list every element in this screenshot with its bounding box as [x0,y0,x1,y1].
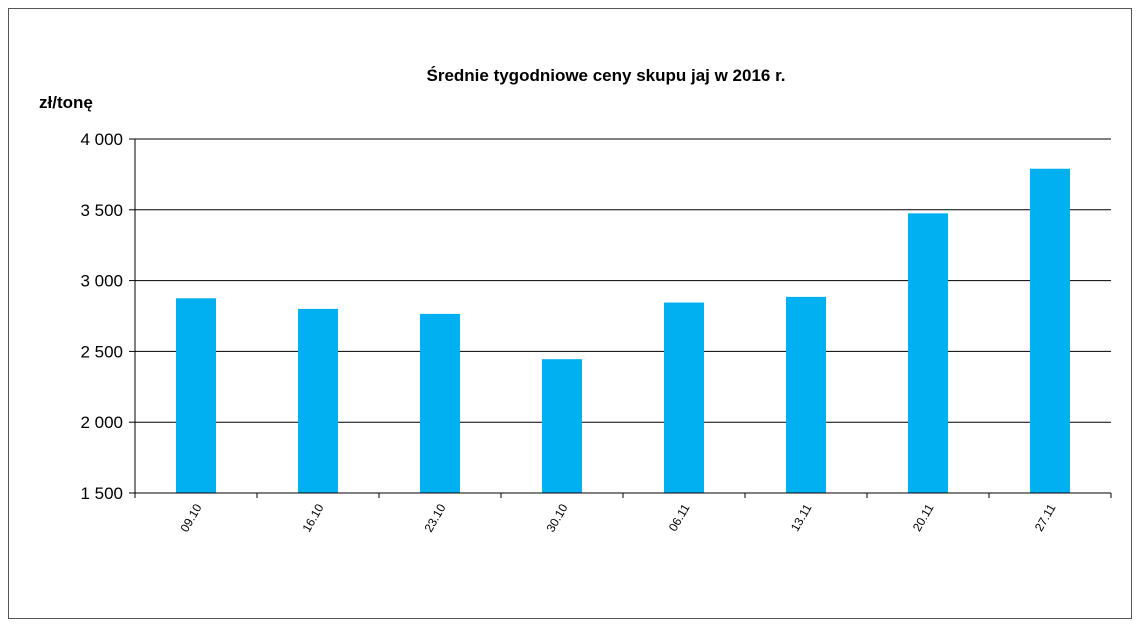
bar [1030,168,1070,493]
bars [176,168,1070,493]
x-tick-label: 30.10 [543,501,570,534]
y-tick-label: 1 500 [80,484,123,503]
bar [298,308,338,493]
y-tick-label: 4 000 [80,130,123,149]
x-tick-labels: 09.10 16.10 23.10 30.10 06.11 13.11 20.11 27.11 [177,501,1058,534]
bar [908,213,948,493]
y-tick-label: 2 000 [80,413,123,432]
x-tick-label: 09.10 [177,501,204,534]
gridlines [135,138,1111,423]
chart-frame: Średnie tygodniowe ceny skupu jaj w 2016… [8,8,1132,619]
bar [420,313,460,493]
bar-chart: Średnie tygodniowe ceny skupu jaj w 2016… [39,66,1112,535]
y-axis-unit-label: zł/tonę [39,93,93,112]
bar [786,296,826,493]
x-tick-label: 06.11 [666,501,693,534]
bar [664,302,704,493]
x-tick-label: 27.11 [1032,501,1059,534]
axes [129,138,1112,498]
y-tick-label: 2 500 [80,342,123,361]
x-tick-label: 20.11 [910,501,937,534]
bar [176,298,216,493]
y-tick-label: 3 500 [80,201,123,220]
chart-title: Średnie tygodniowe ceny skupu jaj w 2016… [426,66,785,85]
x-tick-label: 16.10 [299,501,326,534]
x-tick-label: 23.10 [421,501,448,534]
x-tick-label: 13.11 [788,501,815,534]
bar [542,359,582,493]
y-tick-label: 3 000 [80,272,123,291]
y-tick-labels: 1 500 2 000 2 500 3 000 3 500 4 000 [80,130,123,503]
